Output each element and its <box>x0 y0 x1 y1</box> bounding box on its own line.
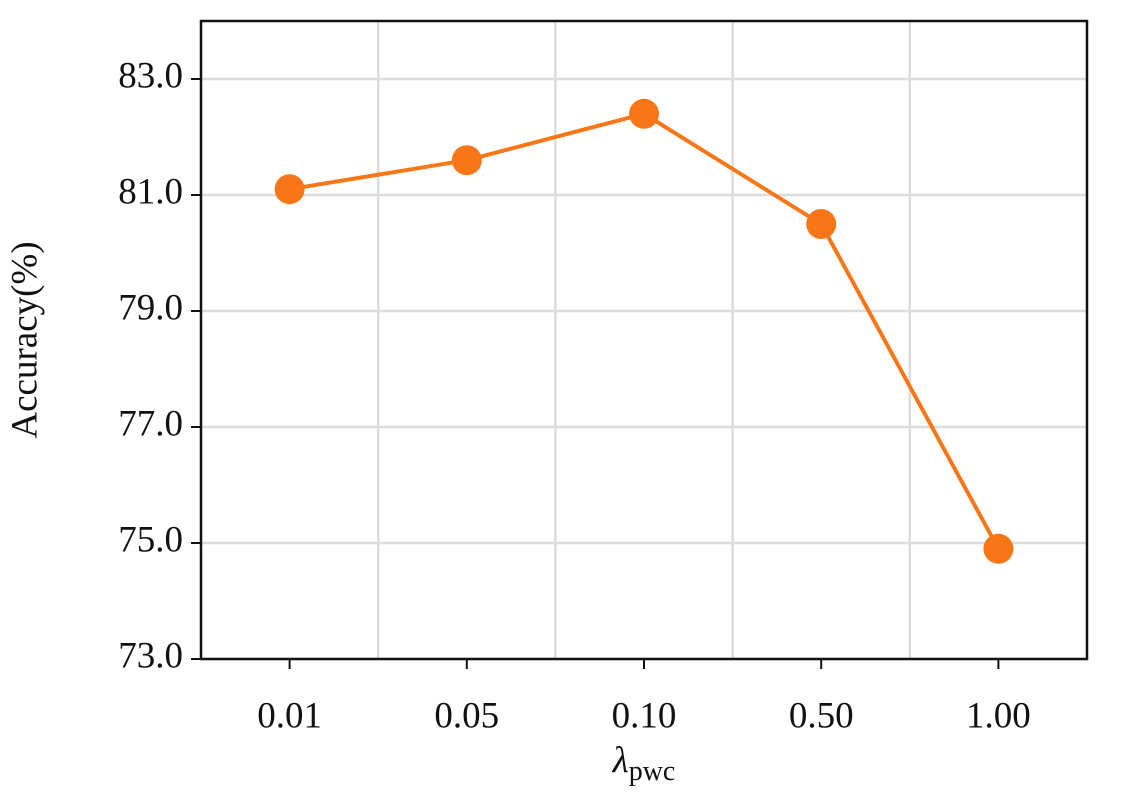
data-point <box>274 174 305 205</box>
x-tick-label: 0.50 <box>789 695 854 736</box>
y-tick-label: 77.0 <box>118 403 183 444</box>
y-tick-label: 81.0 <box>118 171 183 212</box>
y-tick-label: 79.0 <box>118 287 183 328</box>
x-tick-label: 0.01 <box>257 695 322 736</box>
data-line <box>289 111 1001 550</box>
data-point <box>983 533 1014 564</box>
x-tick-label: 0.10 <box>612 695 677 736</box>
data-point <box>629 98 659 129</box>
y-tick-label: 73.0 <box>118 635 183 676</box>
x-label-symbol: λ <box>612 740 629 781</box>
x-label-subscript: pwc <box>629 756 676 787</box>
y-tick-label: 75.0 <box>118 519 183 560</box>
x-tick-label: 0.05 <box>434 695 499 736</box>
data-point <box>806 209 837 239</box>
y-axis-label: Accuracy(%) <box>4 241 45 438</box>
x-tick-label: 1.00 <box>966 695 1031 736</box>
x-axis-label: λpwc <box>612 740 676 787</box>
y-tick-label: 83.0 <box>118 55 183 96</box>
data-point <box>451 145 482 176</box>
